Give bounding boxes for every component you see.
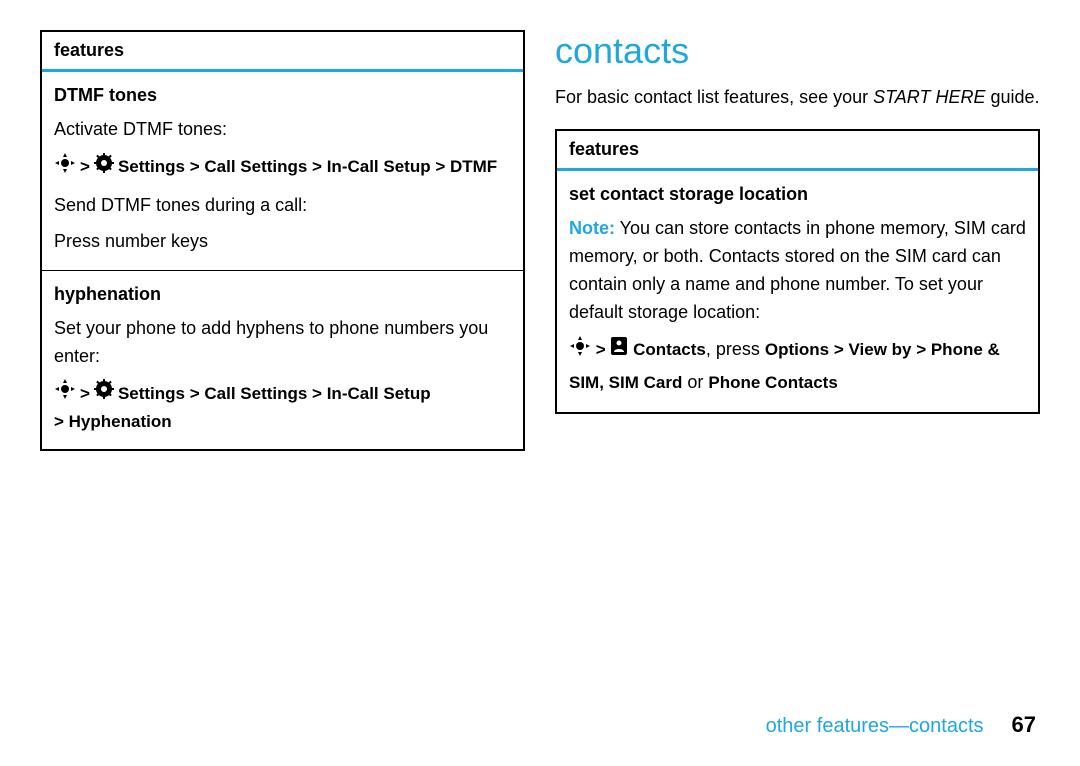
dtmf-line3: Press number keys <box>54 228 511 256</box>
storage-path-b: , press <box>706 339 765 359</box>
page-content: features DTMF tones Activate DTMF tones:… <box>0 0 1080 451</box>
nav-key-icon <box>54 378 76 408</box>
left-table: features DTMF tones Activate DTMF tones:… <box>40 30 525 451</box>
settings-gear-icon <box>94 153 114 181</box>
settings-gear-icon <box>94 379 114 407</box>
storage-path-e: Phone Contacts <box>708 373 837 392</box>
intro-b: START HERE <box>873 87 985 107</box>
gt-2: > <box>80 380 90 407</box>
page-footer: other features—contacts 67 <box>766 712 1036 738</box>
storage-note: Note: You can store contacts in phone me… <box>569 215 1026 327</box>
hyphenation-path1: Settings > Call Settings > In-Call Setup <box>118 380 431 407</box>
storage-path-d: or <box>682 372 708 392</box>
hyphenation-path2: > Hyphenation <box>54 409 511 435</box>
gt-1: > <box>80 153 90 180</box>
dtmf-title: DTMF tones <box>54 82 511 110</box>
note-body: You can store contacts in phone memory, … <box>569 218 1026 322</box>
storage-title: set contact storage location <box>569 181 1026 209</box>
dtmf-line2: Send DTMF tones during a call: <box>54 192 511 220</box>
intro-a: For basic contact list features, see you… <box>555 87 873 107</box>
dtmf-cell: DTMF tones Activate DTMF tones: > Settin… <box>42 72 523 270</box>
gt-3: > <box>596 340 611 359</box>
dtmf-line1: Activate DTMF tones: <box>54 116 511 144</box>
hyphenation-nav-path: > Settings > Call Settings > In-Call Set… <box>54 378 511 408</box>
footer-page-number: 67 <box>1012 712 1036 738</box>
dtmf-path-text: Settings > Call Settings > In-Call Setup… <box>118 153 497 180</box>
footer-section: other features—contacts <box>766 715 984 738</box>
contacts-intro: For basic contact list features, see you… <box>555 84 1040 111</box>
hyphenation-title: hyphenation <box>54 281 511 309</box>
storage-path-a: Contacts <box>633 340 706 359</box>
note-label: Note: <box>569 218 615 238</box>
right-table: features set contact storage location No… <box>555 129 1040 414</box>
intro-c: guide. <box>986 87 1040 107</box>
contacts-icon <box>610 336 628 366</box>
dtmf-nav-path: > Settings > Call Settings > In-Call Set… <box>54 152 511 182</box>
hyphenation-cell: hyphenation Set your phone to add hyphen… <box>42 270 523 449</box>
contacts-heading: contacts <box>555 30 1040 72</box>
nav-key-icon <box>569 335 591 367</box>
right-table-header: features <box>557 131 1038 171</box>
storage-cell: set contact storage location Note: You c… <box>557 171 1038 412</box>
left-table-header: features <box>42 32 523 72</box>
left-column: features DTMF tones Activate DTMF tones:… <box>40 30 525 451</box>
hyphenation-line1: Set your phone to add hyphens to phone n… <box>54 315 511 371</box>
storage-nav-path: > Contacts, press Options > View by > Ph… <box>569 334 1026 397</box>
right-column: contacts For basic contact list features… <box>555 30 1040 451</box>
nav-key-icon <box>54 152 76 182</box>
